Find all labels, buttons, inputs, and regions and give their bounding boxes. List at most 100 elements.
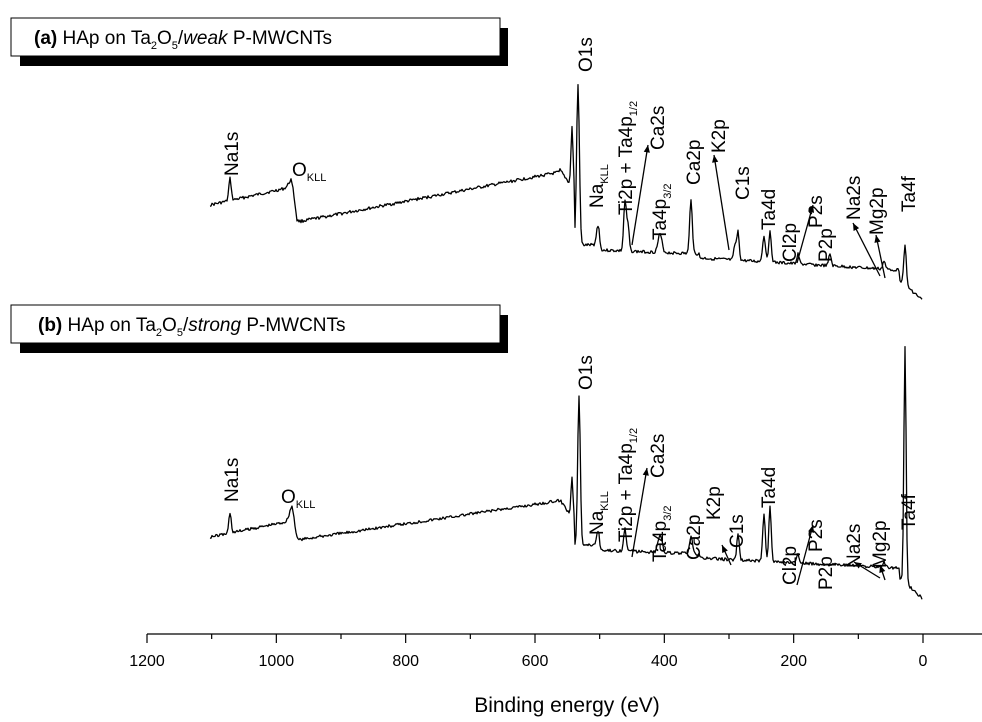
panel-a-label-o1s: O1s	[576, 37, 597, 72]
panel-b-label-cl2p: Cl2p	[780, 546, 801, 585]
panel-a-label-ta4d: Ta4d	[759, 189, 780, 230]
panel-b-title-part: P-MWCNTs	[241, 315, 345, 336]
panel-a-label-p2p-part: P2p	[816, 228, 837, 262]
panel-a-label-na2s: Na2s	[844, 176, 865, 220]
panel-a-label-na2s-part: Na2s	[844, 176, 865, 220]
panel-b-label-o1s: O1s	[576, 355, 597, 390]
panel-a-label-p2p: P2p	[816, 228, 837, 262]
panel-b-label-nakll: NaKLL	[587, 491, 611, 535]
x-tick-label: 200	[780, 653, 807, 670]
panel-b-title: (b) HAp on Ta2O5/strong P-MWCNTs	[38, 315, 346, 339]
panel-b-title-box: (b) HAp on Ta2O5/strong P-MWCNTs	[10, 304, 508, 353]
panel-b-title-part: 5	[177, 327, 183, 339]
panel-a-label-ta4p32-part: 3/2	[662, 184, 674, 199]
panel-a-label-k2p: K2p	[709, 119, 730, 153]
panel-a: (a) HAp on Ta2O5/weak P-MWCNTs Na1s OKLLO…	[10, 17, 923, 300]
panel-a-peak-labels: Na1s OKLL O1s Na KLL Ti2p + Ta4p1/2 Ca2s Ta4p3/…	[222, 37, 920, 262]
panel-b: (b) HAp on Ta2O5/strong P-MWCNTs Na1s OKL…	[10, 304, 923, 600]
panel-a-label-o1s-part: O1s	[576, 37, 597, 72]
panel-a-label-cl2p: Cl2p	[780, 223, 801, 262]
panel-a-arrows	[631, 144, 886, 279]
panel-a-label-p2s-part: P2s	[806, 195, 827, 228]
panel-b-label-mg2p-part: Mg2p	[870, 520, 891, 568]
panel-a-label-okll-part: O	[292, 160, 307, 181]
panel-b-label-nakll-part: KLL	[599, 491, 611, 511]
panel-a-label-c1s: C1s	[733, 166, 754, 200]
panel-b-title-part: 2	[156, 327, 162, 339]
panel-b-label-c1s: C1s	[727, 514, 748, 548]
panel-a-label-okll: OKLL	[292, 160, 326, 184]
panel-a-label-okll-part: KLL	[307, 172, 327, 184]
x-tick-label: 800	[392, 653, 419, 670]
panel-a-label-ca2p: Ca2p	[684, 140, 705, 185]
panel-a-label-mg2p-part: Mg2p	[867, 187, 888, 235]
panel-a-title-part: weak	[183, 28, 229, 49]
panel-b-label-ta4f: Ta4f	[899, 493, 920, 530]
panel-b-label-c1s-part: C1s	[727, 514, 748, 548]
panel-b-label-ca2p-part: Ca2p	[684, 515, 705, 560]
panel-a-label-ti2p-part: Ti2p + Ta4p	[616, 116, 637, 215]
x-tick-label: 400	[651, 653, 678, 670]
x-tick-label: 0	[919, 653, 928, 670]
panel-b-label-nakll-part: Na	[587, 510, 608, 535]
x-tick-label: 600	[522, 653, 549, 670]
panel-b-label-p2s: P2s	[806, 519, 827, 552]
panel-a-label-ta4p32-part: Ta4p	[650, 199, 671, 240]
panel-a-label-ta4d-part: Ta4d	[759, 189, 780, 230]
panel-a-title-part: /	[178, 28, 184, 49]
panel-b-k2p-arrow	[721, 544, 732, 566]
panel-b-label-ta4p32-part: Ta4p	[650, 521, 671, 562]
panel-b-label-na2s: Na2s	[844, 524, 865, 568]
panel-b-title-part: /	[183, 315, 189, 336]
panel-b-label-na1s: Na1s	[222, 458, 243, 502]
panel-a-label-p2s: P2s	[806, 195, 827, 228]
panel-b-label-ta4p32: Ta4p3/2	[650, 506, 674, 563]
panel-b-label-o1s-part: O1s	[576, 355, 597, 390]
panel-a-label-c1s-part: C1s	[733, 166, 754, 200]
panel-b-title-part: O	[162, 315, 177, 336]
panel-b-label-p2p: P2p	[816, 556, 837, 590]
panel-a-title-part: 5	[172, 40, 178, 52]
panel-a-label-ti2p: Ti2p + Ta4p1/2	[616, 101, 640, 215]
panel-b-label-ti2p-part: Ti2p + Ta4p	[616, 443, 637, 542]
x-axis-title: Binding energy (eV)	[474, 694, 660, 717]
panel-b-label-k2p-part: K2p	[704, 486, 725, 520]
panel-a-title: (a) HAp on Ta2O5/weak P-MWCNTs	[34, 28, 332, 52]
panel-a-label-cl2p-part: Cl2p	[780, 223, 801, 262]
panel-a-title-part: P-MWCNTs	[228, 28, 332, 49]
panel-a-label-ta4p32: Ta4p3/2	[650, 184, 674, 241]
x-tick-label: 1000	[259, 653, 295, 670]
panel-b-label-ca2s: Ca2s	[648, 434, 669, 478]
panel-a-ca2s-arrow	[631, 144, 650, 246]
panel-a-title-part: HAp on Ta	[57, 28, 151, 49]
panel-b-mg2p-arrow	[879, 564, 886, 581]
panel-b-label-okll: OKLL	[281, 487, 315, 511]
panel-b-label-ca2s-part: Ca2s	[648, 434, 669, 478]
panel-a-label-na1s-part: Na1s	[222, 132, 243, 176]
panel-b-label-p2s-part: P2s	[806, 519, 827, 552]
panel-b-na2s-arrow	[853, 561, 881, 579]
panel-b-ca2s-arrow	[631, 467, 649, 558]
panel-b-label-ti2p: Ti2p + Ta4p1/2	[616, 428, 640, 542]
panel-a-label-ca2s-part: Ca2s	[648, 106, 669, 150]
panel-b-title-part: HAp on Ta	[62, 315, 156, 336]
panel-a-title-box: (a) HAp on Ta2O5/weak P-MWCNTs	[10, 17, 508, 66]
panel-b-label-ti2p-part: 1/2	[628, 428, 640, 443]
panel-a-label-k2p-part: K2p	[709, 119, 730, 153]
x-tick-label: 1200	[129, 653, 165, 670]
panel-b-label-okll-part: KLL	[296, 499, 316, 511]
panel-b-label-na2s-part: Na2s	[844, 524, 865, 568]
panel-b-label-mg2p: Mg2p	[870, 520, 891, 568]
panel-a-p2s-arrow	[796, 204, 815, 264]
panel-a-mg2p-arrow	[874, 234, 886, 279]
panel-a-title-part: (a)	[34, 28, 57, 49]
panel-b-label-k2p: K2p	[704, 486, 725, 520]
panel-b-label-ta4d: Ta4d	[759, 467, 780, 508]
panel-a-label-nakll-part: Na	[587, 183, 608, 208]
panel-b-label-ta4f-part: Ta4f	[899, 493, 920, 530]
panel-b-label-ta4p32-part: 3/2	[662, 506, 674, 521]
panel-a-label-na1s: Na1s	[222, 132, 243, 176]
panel-a-k2p-arrow	[712, 154, 730, 251]
